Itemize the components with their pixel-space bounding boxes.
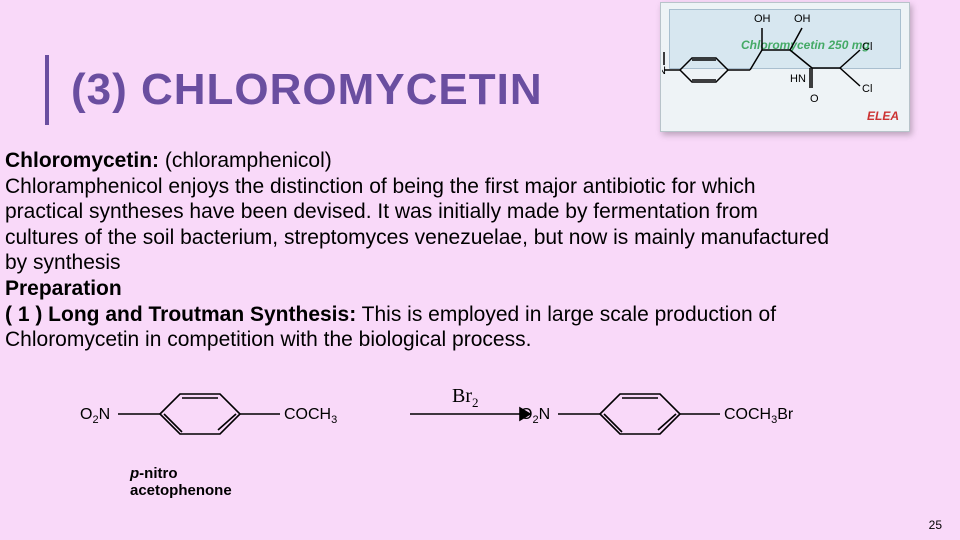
body-line-8: Chloromycetin in competition with the bi… — [5, 327, 955, 353]
compound-label: p-nitro acetophenone — [130, 466, 232, 499]
molecule-structure-overlay: OH OH HN Cl Cl O O O N — [662, 10, 902, 130]
mol-o2: O — [810, 93, 819, 105]
mol-o1: O — [662, 41, 663, 53]
body-lead-bold: Chloromycetin: — [5, 149, 159, 172]
reaction-scheme: O2N COCH3 Br2 O2N COCH3Br — [40, 374, 920, 454]
body-step-rest: This is employed in large scale producti… — [356, 303, 776, 326]
svg-text:O2N: O2N — [520, 406, 550, 426]
mol-hn: HN — [790, 73, 806, 85]
slide-title-wrap: (3) CHLOROMYCETIN — [45, 55, 543, 125]
rx-left-N: N — [99, 406, 111, 423]
svg-text:COCH3: COCH3 — [284, 406, 337, 426]
svg-text:COCH3Br: COCH3Br — [724, 406, 794, 426]
rx-right-O: O — [520, 406, 532, 423]
body-line-4: cultures of the soil bacterium, streptom… — [5, 225, 955, 251]
mol-oh2: OH — [794, 13, 811, 25]
rx-right-Br: Br — [777, 406, 794, 423]
mol-oh1: OH — [754, 13, 771, 25]
rx-right-COCH: COCH — [724, 406, 771, 423]
rx-left-COCH: COCH — [284, 406, 331, 423]
svg-text:Br2: Br2 — [452, 385, 479, 410]
svg-text:O2N: O2N — [80, 406, 110, 426]
body-line-3: practical syntheses have been devised. I… — [5, 199, 955, 225]
compound-prefix: p — [130, 465, 139, 482]
body-prep-heading: Preparation — [5, 276, 955, 302]
body-text: Chloromycetin: (chloramphenicol) Chloram… — [5, 148, 955, 353]
rx-reagent: Br — [452, 385, 472, 407]
rx-right-N: N — [539, 406, 551, 423]
page-number: 25 — [929, 518, 942, 532]
rx-left-O: O — [80, 406, 92, 423]
rx-reagent-sub: 2 — [472, 395, 479, 410]
body-step-bold: ( 1 ) Long and Troutman Synthesis: — [5, 303, 356, 326]
title-accent-bar — [45, 55, 49, 125]
compound-rest1: -nitro — [139, 465, 177, 482]
rx-left-3: 3 — [331, 414, 337, 426]
compound-rest2: acetophenone — [130, 482, 232, 499]
mol-cl1: Cl — [862, 41, 872, 53]
mol-n: N — [662, 65, 666, 77]
slide-title: (3) CHLOROMYCETIN — [71, 65, 543, 115]
body-line-2: Chloramphenicol enjoys the distinction o… — [5, 174, 955, 200]
mol-cl2: Cl — [862, 83, 872, 95]
body-lead-rest: (chloramphenicol) — [159, 149, 332, 172]
body-line-5: by synthesis — [5, 250, 955, 276]
